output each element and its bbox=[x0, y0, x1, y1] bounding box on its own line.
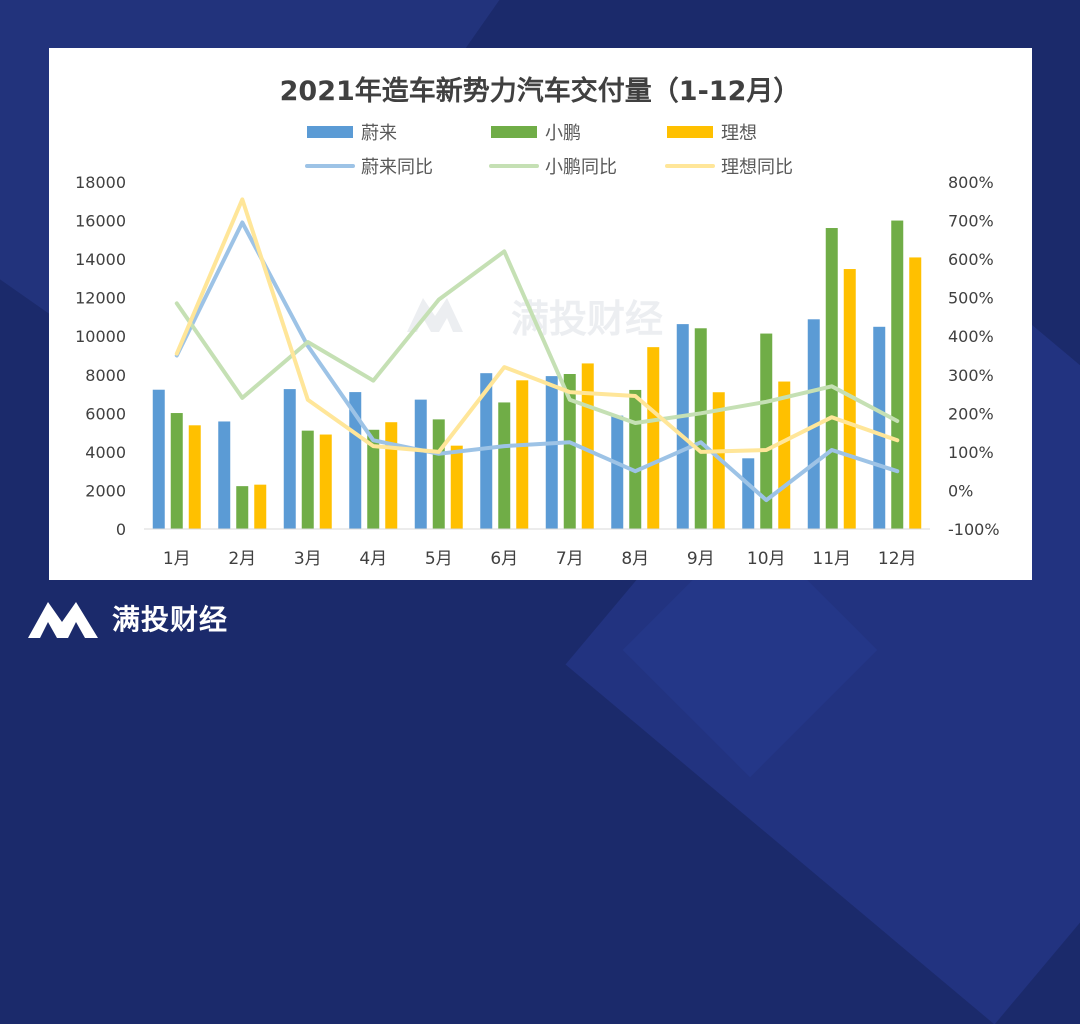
bar bbox=[236, 486, 249, 529]
y-tick-label-left: 8000 bbox=[85, 366, 126, 385]
y-tick-label-right: 700% bbox=[948, 212, 994, 231]
y-tick-label-right: 800% bbox=[948, 173, 994, 192]
bar bbox=[825, 228, 838, 529]
x-tick-label: 8月 bbox=[621, 549, 649, 569]
chart-card: 满投财经 2021年造车新势力汽车交付量（1-12月） 蔚来 小鹏 理想蔚来同比 小鹏… bbox=[49, 48, 1032, 580]
y-tick-label-left: 12000 bbox=[75, 289, 126, 308]
bar bbox=[676, 324, 689, 529]
bar bbox=[349, 392, 362, 529]
chart-title: 2021年造车新势力汽车交付量（1-12月） bbox=[280, 75, 801, 107]
bar bbox=[367, 429, 380, 529]
bar bbox=[188, 425, 201, 529]
bar-series-2 bbox=[170, 220, 904, 530]
bar bbox=[909, 257, 922, 529]
x-tick-label: 6月 bbox=[490, 549, 518, 569]
y-tick-label-right: 0% bbox=[948, 481, 973, 500]
bar bbox=[254, 484, 267, 529]
bar bbox=[778, 381, 791, 529]
y-tick-label-left: 0 bbox=[116, 520, 126, 539]
y-tick-label-left: 18000 bbox=[75, 173, 126, 192]
legend-label: 蔚来同比 bbox=[361, 157, 433, 178]
x-tick-label: 3月 bbox=[294, 549, 322, 569]
bar bbox=[516, 380, 529, 529]
bar bbox=[647, 347, 660, 529]
y-tick-label-right: 500% bbox=[948, 289, 994, 308]
legend-item: 小鹏 bbox=[491, 123, 581, 144]
bar bbox=[450, 445, 463, 529]
bar bbox=[319, 434, 332, 529]
legend-label: 理想同比 bbox=[721, 157, 793, 178]
legend-swatch bbox=[667, 126, 713, 138]
y-tick-label-left: 2000 bbox=[85, 481, 126, 500]
watermark: 满投财经 bbox=[407, 297, 663, 341]
y-tick-label-right: 400% bbox=[948, 327, 994, 346]
bar bbox=[385, 422, 398, 529]
bar bbox=[218, 421, 231, 529]
bar bbox=[283, 389, 296, 529]
legend-item: 蔚来 bbox=[307, 123, 397, 144]
watermark-logo-icon bbox=[407, 298, 463, 332]
bar bbox=[760, 333, 773, 529]
bar bbox=[694, 328, 707, 529]
y-tick-label-right: 200% bbox=[948, 404, 994, 423]
legend-item: 理想同比 bbox=[665, 157, 793, 178]
y-tick-label-left: 14000 bbox=[75, 250, 126, 269]
y-tick-label-right: -100% bbox=[948, 520, 1000, 539]
legend-item: 蔚来同比 bbox=[305, 157, 433, 178]
x-tick-label: 1月 bbox=[163, 549, 191, 569]
y-tick-label-left: 10000 bbox=[75, 327, 126, 346]
bar bbox=[301, 430, 314, 529]
x-tick-label: 11月 bbox=[812, 549, 851, 569]
bar bbox=[563, 374, 576, 529]
legend-label: 蔚来 bbox=[361, 123, 397, 144]
line-series-1 bbox=[174, 220, 900, 503]
bar-series-1 bbox=[152, 319, 886, 529]
legend-label: 小鹏同比 bbox=[545, 157, 617, 178]
y-tick-label-right: 100% bbox=[948, 443, 994, 462]
line-series-3 bbox=[174, 197, 900, 454]
bar bbox=[873, 326, 886, 529]
bar bbox=[843, 269, 856, 529]
m-logo-icon bbox=[28, 602, 98, 638]
x-axis: 1月 2月 3月 4月 5月 6月 7月 8月 9月 10月 11月 12月 bbox=[144, 528, 930, 569]
legend-swatch bbox=[491, 126, 537, 138]
legend-swatch bbox=[307, 126, 353, 138]
x-tick-label: 10月 bbox=[747, 549, 786, 569]
y-axis-left: 0 2000 4000 6000 8000 10000 12000 14000 16000 180… bbox=[75, 173, 126, 539]
line-series bbox=[174, 197, 900, 503]
x-tick-label: 9月 bbox=[687, 549, 715, 569]
y-tick-label-left: 16000 bbox=[75, 212, 126, 231]
line-series-2 bbox=[174, 249, 900, 425]
x-tick-label: 12月 bbox=[878, 549, 917, 569]
y-tick-label-left: 4000 bbox=[85, 443, 126, 462]
bar bbox=[891, 220, 904, 530]
brand: 满投财经 bbox=[28, 596, 228, 640]
bar bbox=[414, 399, 427, 529]
y-axis-right: -100% 0% 100% 200% 300% 400% 500% 600% 700% 800% bbox=[948, 173, 1000, 539]
legend-label: 理想 bbox=[721, 123, 757, 144]
y-tick-label-right: 300% bbox=[948, 366, 994, 385]
legend-item: 小鹏同比 bbox=[489, 157, 617, 178]
bar bbox=[152, 389, 165, 529]
bar bbox=[432, 419, 445, 529]
bar bbox=[629, 389, 642, 529]
bar bbox=[611, 415, 624, 529]
bar bbox=[480, 373, 493, 529]
y-tick-label-left: 6000 bbox=[85, 404, 126, 423]
y-tick-label-right: 600% bbox=[948, 250, 994, 269]
x-tick-label: 2月 bbox=[228, 549, 256, 569]
x-tick-label: 4月 bbox=[359, 549, 387, 569]
bar bbox=[742, 458, 755, 529]
bar bbox=[170, 413, 183, 529]
bar bbox=[498, 402, 511, 529]
legend-label: 小鹏 bbox=[545, 123, 581, 144]
x-tick-label: 7月 bbox=[556, 549, 584, 569]
brand-name: 满投财经 bbox=[112, 603, 229, 636]
x-tick-label: 5月 bbox=[425, 549, 453, 569]
watermark-text: 满投财经 bbox=[511, 297, 663, 341]
bar bbox=[545, 376, 558, 529]
legend-item: 理想 bbox=[667, 123, 757, 144]
